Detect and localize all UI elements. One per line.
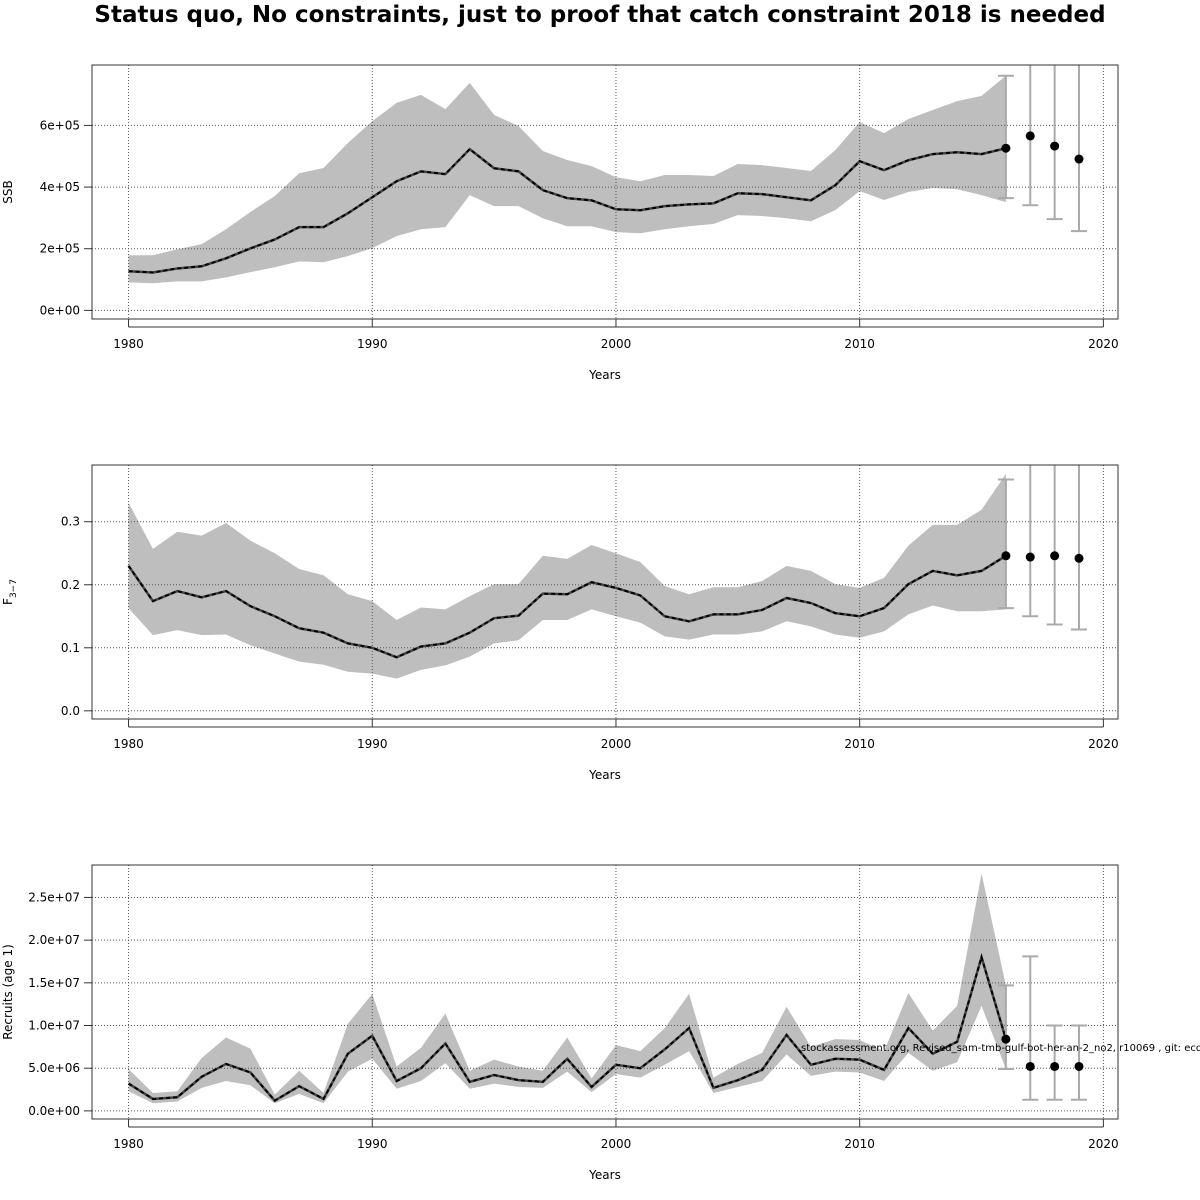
forecast-point — [1050, 1061, 1060, 1071]
forecast-point — [1001, 143, 1011, 153]
y-axis-title: SSB — [1, 180, 15, 203]
x-tick-label: 1980 — [113, 737, 144, 751]
x-axis-title: Years — [588, 768, 621, 782]
plot-frame — [91, 864, 1119, 1120]
y-axis-title-main: SSB — [1, 180, 15, 203]
y-tick-label: 1.0e+07 — [28, 1019, 80, 1033]
confidence-band — [128, 473, 1006, 679]
forecast-point — [1025, 1061, 1035, 1071]
forecast-point — [1050, 141, 1060, 151]
x-tick-label: 2010 — [844, 1137, 875, 1151]
estimate-line-dashed — [127, 554, 1007, 659]
source-annotation: stockassessment.org, Revised_sam-tmb-gul… — [801, 1043, 1200, 1054]
y-tick-label: 5.0e+06 — [28, 1061, 80, 1075]
x-tick-label: 2010 — [844, 337, 875, 351]
y-tick-label: 1.5e+07 — [28, 976, 80, 990]
estimate-line-dashed — [128, 147, 1007, 274]
x-tick-label: 2020 — [1088, 337, 1119, 351]
confidence-band — [128, 873, 1006, 1104]
x-axis-title: Years — [588, 1168, 621, 1182]
confidence-band — [128, 75, 1006, 284]
y-tick-label: 0.3 — [61, 515, 80, 529]
y-axis-title: F3−7 — [1, 579, 19, 605]
forecast-point — [1074, 1061, 1084, 1071]
x-tick-label: 2020 — [1088, 737, 1119, 751]
forecast-point — [1074, 553, 1084, 563]
panel-3: 1980 1990 2000 2010 2020 Years 0.0e+00 5.0e+06 1… — [1, 864, 1119, 1182]
x-tick-label: 2010 — [844, 737, 875, 751]
y-tick-label: 0.2 — [61, 578, 80, 592]
x-tick-label: 1980 — [113, 337, 144, 351]
forecast-point — [1025, 552, 1035, 562]
y-axis-title-main: F — [1, 598, 15, 605]
x-tick-label: 1990 — [357, 1137, 388, 1151]
forecast-point — [1050, 551, 1060, 561]
estimate-line-dashed — [128, 953, 1007, 1102]
y-tick-label: 0e+00 — [40, 303, 80, 317]
plot-frame — [91, 64, 1119, 320]
plot-area — [92, 65, 1118, 319]
forecast-point — [1074, 154, 1084, 164]
y-tick-label: 4e+05 — [40, 180, 80, 194]
y-tick-label: 2e+05 — [40, 242, 80, 256]
y-axis-title-subscript: 3−7 — [9, 579, 19, 598]
x-tick-label: 1980 — [113, 1137, 144, 1151]
y-tick-label: 2.0e+07 — [28, 933, 80, 947]
chart-title: Status quo, No constraints, just to proo… — [94, 2, 1106, 28]
x-tick-label: 2000 — [601, 337, 632, 351]
forecast-point — [1001, 1034, 1011, 1044]
forecast-point — [1001, 551, 1011, 561]
plot-area — [92, 865, 1118, 1119]
y-tick-label: 0.0e+00 — [28, 1104, 80, 1118]
x-tick-label: 1990 — [357, 337, 388, 351]
y-axis-title: Recruits (age 1) — [1, 944, 15, 1040]
x-tick-label: 2000 — [601, 737, 632, 751]
plot-area — [92, 465, 1118, 719]
y-tick-label: 6e+05 — [40, 118, 80, 132]
x-tick-label: 2020 — [1088, 1137, 1119, 1151]
forecast-point — [1025, 131, 1035, 141]
x-tick-label: 2000 — [601, 1137, 632, 1151]
y-tick-label: 0.0 — [61, 704, 80, 718]
plot-frame — [91, 464, 1119, 720]
y-axis-title-main: Recruits (age 1) — [1, 944, 15, 1040]
x-axis-title: Years — [588, 368, 621, 382]
y-tick-label: 2.5e+07 — [28, 890, 80, 904]
panel-2: 1980 1990 2000 2010 2020 Years 0.0 0.1 0.2 0.3 F3−… — [1, 464, 1119, 782]
y-tick-label: 0.1 — [61, 641, 80, 655]
x-tick-label: 1990 — [357, 737, 388, 751]
panel-1: 1980 1990 2000 2010 2020 Years 0e+00 2e+05 4e+05… — [1, 64, 1119, 382]
